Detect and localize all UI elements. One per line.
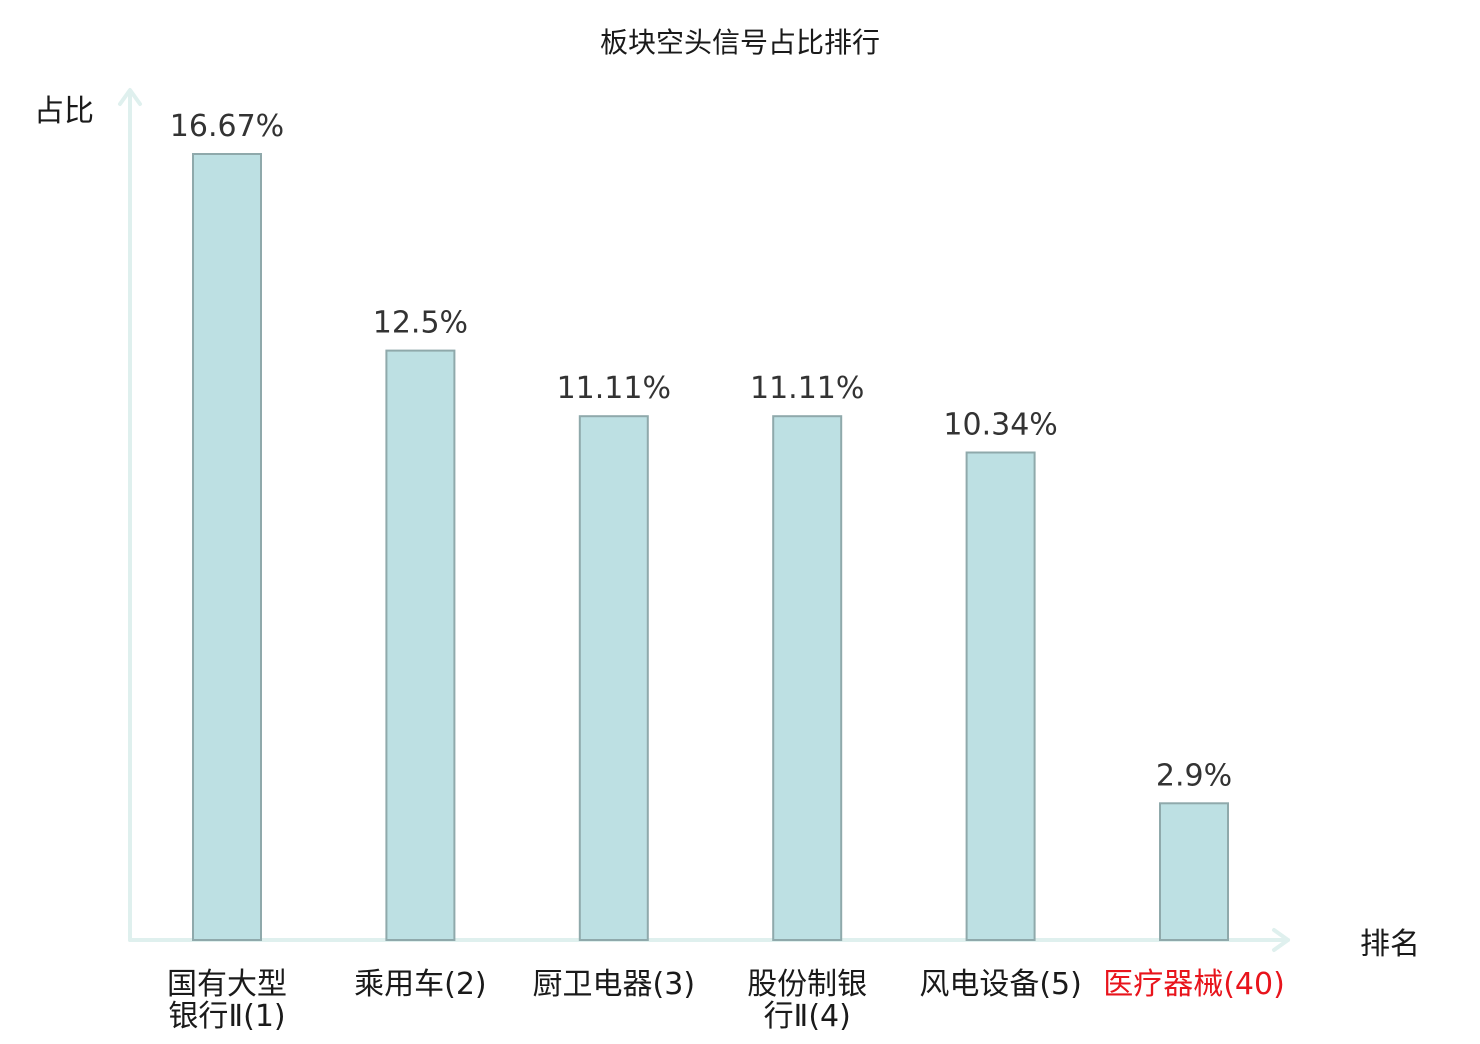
bars-group xyxy=(192,153,1229,942)
category-label-5: 风电设备(5) xyxy=(919,967,1082,1002)
y-axis-arrow-icon xyxy=(118,88,142,106)
chart-title: 板块空头信号占比排行 xyxy=(600,26,880,59)
bar-5 xyxy=(965,451,1036,941)
value-label-5: 10.34% xyxy=(943,408,1057,443)
bar-1 xyxy=(192,153,262,941)
category-label-4-line-2: 行Ⅱ(4) xyxy=(764,999,851,1034)
category-label-1-line-1: 国有大型 xyxy=(167,967,287,1002)
axes xyxy=(118,88,1290,952)
value-label-6: 2.9% xyxy=(1156,758,1232,793)
category-label-6: 医疗器械(40) xyxy=(1103,967,1285,1002)
y-axis-label: 占比 xyxy=(34,94,94,129)
category-label-3: 厨卫电器(3) xyxy=(533,967,696,1002)
category-labels-group: 国有大型银行Ⅱ(1) 乘用车(2) 厨卫电器(3) 股份制银行Ⅱ(4) 风电设备(5) 医… xyxy=(167,967,1285,1034)
category-label-3-line-1: 厨卫电器(3) xyxy=(533,967,696,1002)
category-label-1: 国有大型银行Ⅱ(1) xyxy=(167,967,287,1034)
bar-3 xyxy=(578,415,649,941)
bar-6 xyxy=(1159,802,1229,941)
bar-4 xyxy=(772,415,843,941)
value-labels-group: 16.67% 12.5% 11.11% 11.11% 10.34% 2.9% xyxy=(170,109,1232,793)
category-label-6-line-1: 医疗器械(40) xyxy=(1103,967,1285,1002)
category-label-4: 股份制银行Ⅱ(4) xyxy=(747,967,867,1034)
value-label-2: 12.5% xyxy=(373,306,468,341)
category-label-1-line-2: 银行Ⅱ(1) xyxy=(168,999,285,1034)
category-label-4-line-1: 股份制银 xyxy=(747,967,867,1002)
category-label-2: 乘用车(2) xyxy=(354,967,487,1002)
category-label-5-line-1: 风电设备(5) xyxy=(919,967,1082,1002)
value-label-3: 11.11% xyxy=(557,371,671,406)
bar-2 xyxy=(385,349,456,942)
value-label-1: 16.67% xyxy=(170,109,284,144)
x-axis-label: 排名 xyxy=(1360,927,1420,962)
value-label-4: 11.11% xyxy=(750,371,864,406)
category-label-2-line-1: 乘用车(2) xyxy=(354,967,487,1002)
x-axis-arrow-icon xyxy=(1272,928,1290,952)
